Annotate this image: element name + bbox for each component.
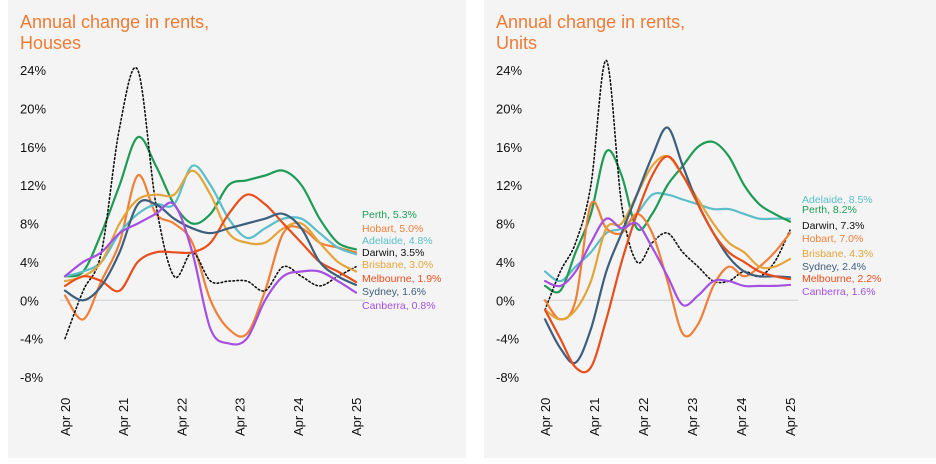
series-label-perth: Perth, 5.3% xyxy=(362,209,417,221)
x-tick-label: Apr 22 xyxy=(636,398,651,436)
y-tick-label: 4% xyxy=(20,255,39,270)
y-tick-label: 12% xyxy=(20,178,46,193)
series-label-brisbane: Brisbane, 3.0% xyxy=(362,259,433,271)
y-tick-label: 8% xyxy=(20,217,39,232)
series-label-canberra: Canberra, 0.8% xyxy=(362,300,436,312)
series-label-darwin: Darwin, 7.3% xyxy=(802,220,864,232)
chart-title: Annual change in rents, Units xyxy=(496,12,686,53)
y-tick-label: -8% xyxy=(496,370,520,385)
y-tick-label: 24% xyxy=(496,63,522,78)
x-tick-label: Apr 20 xyxy=(58,398,73,436)
y-tick-label: -4% xyxy=(20,332,44,347)
series-line-melbourne xyxy=(63,193,358,293)
series-label-canberra: Canberra, 1.6% xyxy=(802,286,876,298)
series-label-adelaide: Adelaide, 8.5% xyxy=(802,194,873,206)
y-tick-label: 24% xyxy=(20,63,46,78)
series-label-melbourne: Melbourne, 2.2% xyxy=(802,273,881,285)
series-label-perth: Perth, 8.2% xyxy=(802,204,857,216)
series-line-adelaide xyxy=(63,164,358,278)
x-tick-label: Apr 21 xyxy=(116,398,131,436)
y-tick-label: 0% xyxy=(20,293,39,308)
series-line-canberra xyxy=(63,201,358,346)
y-tick-label: 20% xyxy=(20,101,46,116)
series-label-hobart: Hobart, 7.0% xyxy=(802,233,863,245)
series-label-adelaide: Adelaide, 4.8% xyxy=(362,235,433,247)
y-tick-label: -8% xyxy=(20,370,44,385)
series-line-sydney xyxy=(63,199,358,302)
houses-line-chart: 24% 20% 16% 12% 8% 4% 0% -4% -8% Apr 20 Apr 21 Apr … xyxy=(20,63,441,436)
x-tick-label: Apr 21 xyxy=(587,398,602,436)
series-line-hobart xyxy=(543,200,792,338)
units-line-chart: 24% 20% 16% 12% 8% 4% 0% -4% -8% Apr 20 Apr 21 Apr … xyxy=(496,59,881,436)
series-label-darwin: Darwin, 3.5% xyxy=(362,247,424,259)
series-line-perth xyxy=(63,135,358,278)
x-tick-label: Apr 23 xyxy=(233,398,248,436)
series-line-hobart xyxy=(63,174,358,338)
units-chart-panel: Annual change in rents, Units 24% 20% 16% 1… xyxy=(484,0,936,458)
series-label-brisbane: Brisbane, 4.3% xyxy=(802,248,873,260)
series-label-hobart: Hobart, 5.0% xyxy=(362,223,423,235)
series-label-sydney: Sydney, 1.6% xyxy=(362,286,426,298)
y-tick-label: 16% xyxy=(20,140,46,155)
y-tick-label: 20% xyxy=(496,101,522,116)
series-line-brisbane xyxy=(63,169,358,283)
series-label-sydney: Sydney, 2.4% xyxy=(802,261,866,273)
y-tick-label: 12% xyxy=(496,178,522,193)
x-tick-label: Apr 25 xyxy=(783,398,798,436)
x-tick-label: Apr 24 xyxy=(291,398,306,436)
x-tick-label: Apr 23 xyxy=(685,398,700,436)
x-tick-label: Apr 24 xyxy=(734,398,749,436)
x-tick-label: Apr 20 xyxy=(538,398,553,436)
series-line-canberra xyxy=(543,217,792,307)
series-label-melbourne: Melbourne, 1.9% xyxy=(362,273,441,285)
x-tick-label: Apr 22 xyxy=(174,398,189,436)
series-line-adelaide xyxy=(543,191,792,283)
series-line-melbourne xyxy=(543,155,792,374)
y-tick-label: 0% xyxy=(496,293,515,308)
series-line-sydney xyxy=(543,126,792,365)
y-tick-label: -4% xyxy=(496,332,520,347)
y-tick-label: 16% xyxy=(496,140,522,155)
houses-chart-panel: Annual change in rents, Houses 24% 20% 16%… xyxy=(8,0,466,458)
x-tick-label: Apr 25 xyxy=(349,398,364,436)
y-tick-label: 8% xyxy=(496,217,515,232)
chart-title: Annual change in rents, Houses xyxy=(20,12,210,53)
y-tick-label: 4% xyxy=(496,255,515,270)
series-line-darwin xyxy=(64,66,357,340)
